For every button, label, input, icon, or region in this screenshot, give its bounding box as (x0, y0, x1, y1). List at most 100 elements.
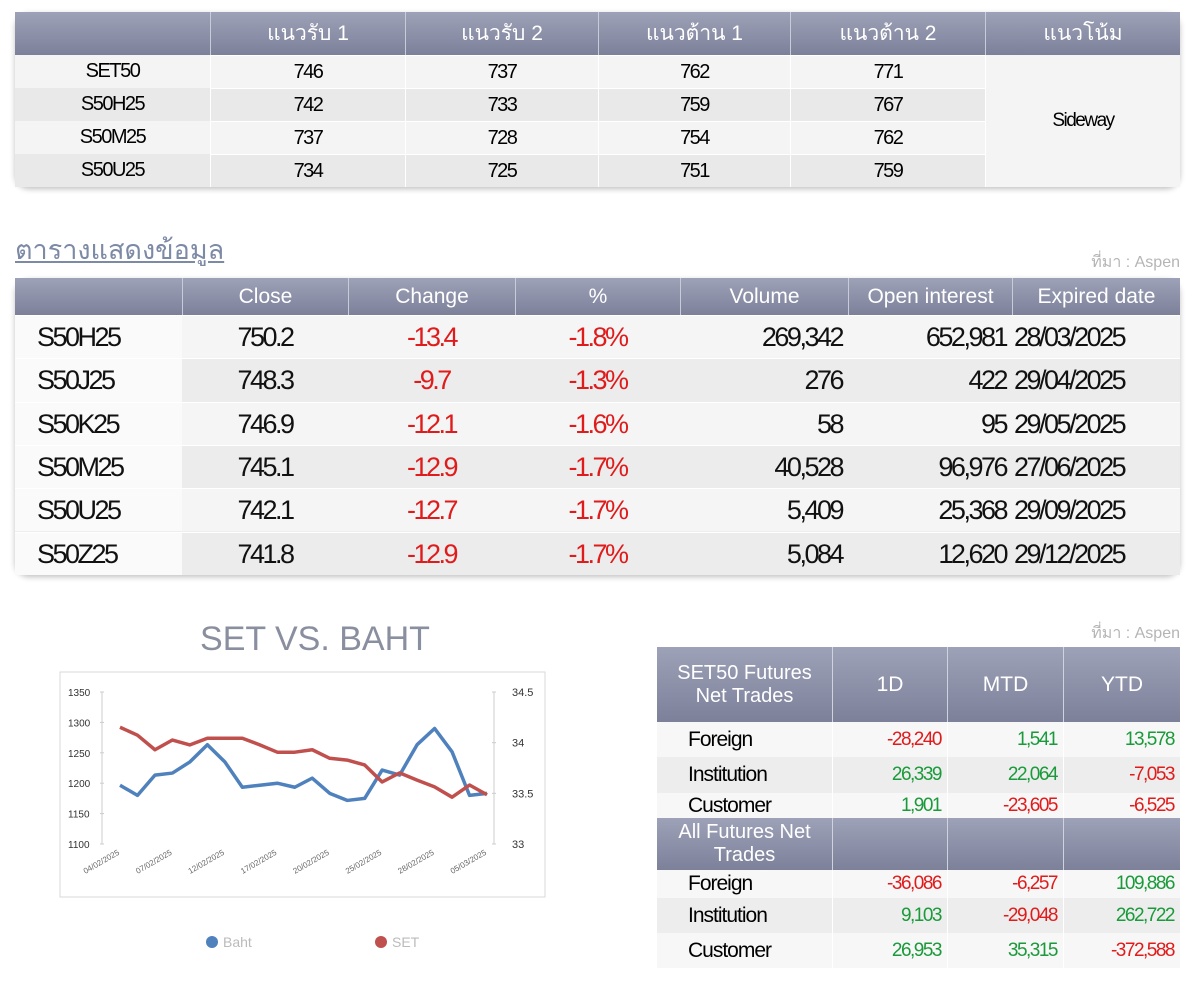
value-cell: 728 (405, 121, 598, 154)
value-cell: 58 (680, 401, 848, 445)
value-cell: 771 (790, 55, 985, 88)
value-cell: -9.7 (348, 358, 515, 402)
value-cell: -7,053 (1063, 757, 1180, 793)
header-cell: แนวรับ 2 (405, 12, 598, 55)
section-title: ตารางแสดงข้อมูล (15, 235, 225, 265)
value-cell: -12.7 (348, 488, 515, 532)
trend-cell: Sideway (985, 55, 1180, 187)
value-cell: 652,981 (848, 315, 1012, 359)
x-tick-label: 25/02/2025 (344, 848, 384, 876)
header-blank (15, 12, 210, 55)
value-cell: 767 (790, 88, 985, 121)
value-cell: 9,103 (832, 898, 947, 933)
value-cell: -12.1 (348, 401, 515, 445)
legend-marker (206, 936, 218, 948)
header-cell: แนวรับ 1 (210, 12, 405, 55)
value-cell: 741.8 (182, 531, 348, 575)
source: ที่มา : Aspen (1091, 625, 1180, 642)
value-cell: 5,084 (680, 531, 848, 575)
value-cell: 13,578 (1063, 722, 1180, 757)
value-cell: 12,620 (848, 531, 1012, 575)
value-cell: 29/09/2025 (1012, 488, 1180, 532)
header-cell: YTD (1063, 647, 1180, 722)
row-label: S50H25 (15, 88, 210, 121)
value-cell: 27/06/2025 (1012, 444, 1180, 489)
header-cell (947, 818, 1063, 870)
value-cell: 96,976 (848, 444, 1012, 489)
value-cell: 745.1 (182, 444, 348, 489)
value-cell: -1.7% (515, 488, 680, 532)
value-cell: 29/05/2025 (1012, 401, 1180, 445)
y-tick-label: 1300 (68, 718, 91, 729)
header-cell: Open interest (848, 278, 1012, 315)
value-cell: -1.3% (515, 358, 680, 402)
y-tick-label: 1200 (68, 779, 91, 790)
value-cell: -12.9 (348, 531, 515, 575)
x-tick-label: 20/02/2025 (292, 848, 332, 876)
value-cell: 734 (210, 154, 405, 187)
value-cell: 40,528 (680, 444, 848, 489)
header-cell: MTD (947, 647, 1063, 722)
chart: SET VS. BAHT 1100 1150 1200 1250 1300 1350 33 3… (59, 620, 546, 950)
y-tick-label: 1100 (68, 840, 90, 851)
header-cell (1063, 818, 1180, 870)
value-cell: -13.4 (348, 315, 515, 359)
value-cell: 762 (598, 55, 790, 88)
value-cell: 26,339 (832, 757, 947, 793)
x-tick-label: 12/02/2025 (187, 848, 227, 876)
value-cell: 742 (210, 88, 405, 121)
row-label: SET50 (15, 55, 210, 88)
value-cell: 754 (598, 121, 790, 154)
value-cell: -1.6% (515, 401, 680, 445)
value-cell: 759 (598, 88, 790, 121)
row-label: S50J25 (15, 358, 182, 402)
value-cell: -1.7% (515, 531, 680, 575)
value-cell: 26,953 (832, 933, 947, 968)
value-cell: 29/04/2025 (1012, 358, 1180, 402)
value-cell: 22,064 (947, 757, 1063, 793)
header-cell (832, 818, 947, 870)
header-cell: Change (348, 278, 515, 315)
row-label: S50U25 (15, 488, 182, 532)
value-cell: -372,588 (1063, 933, 1180, 968)
y2-tick-label: 33.5 (512, 788, 533, 800)
x-tick-label: 05/03/2025 (449, 848, 489, 876)
value-cell: -23,605 (947, 793, 1063, 818)
value-cell: 276 (680, 358, 848, 402)
section-header: All Futures Net Trades (657, 818, 832, 870)
row-label: Institution (657, 898, 832, 933)
header-cell: แนวต้าน 1 (598, 12, 790, 55)
value-cell: 1,541 (947, 722, 1063, 757)
row-label: Foreign (657, 722, 832, 757)
y2-tick-label: 34.5 (512, 687, 533, 699)
header-cell: % (515, 278, 680, 315)
row-label: S50U25 (15, 154, 210, 187)
header-blank (15, 278, 182, 315)
value-cell: 751 (598, 154, 790, 187)
value-cell: 262,722 (1063, 898, 1180, 933)
legend-label: Baht (223, 934, 252, 950)
y-tick-label: 1350 (68, 688, 91, 699)
row-label: S50Z25 (15, 531, 182, 575)
header-cell: แนวโน้ม (985, 12, 1180, 55)
value-cell: 742.1 (182, 488, 348, 532)
value-cell: -12.9 (348, 444, 515, 489)
value-cell: -28,240 (832, 722, 947, 757)
value-cell: 422 (848, 358, 1012, 402)
row-label: Foreign (657, 870, 832, 898)
source: ที่มา : Aspen (1091, 254, 1180, 271)
value-cell: 746.9 (182, 401, 348, 445)
value-cell: 725 (405, 154, 598, 187)
value-cell: 5,409 (680, 488, 848, 532)
row-label: S50M25 (15, 121, 210, 154)
header-cell: 1D (832, 647, 947, 722)
value-cell: 737 (405, 55, 598, 88)
legend-marker (375, 936, 387, 948)
value-cell: 269,342 (680, 315, 848, 359)
x-tick-label: 28/02/2025 (396, 848, 436, 876)
row-label: Institution (657, 757, 832, 793)
value-cell: 746 (210, 55, 405, 88)
value-cell: -36,086 (832, 870, 947, 898)
y2-tick-label: 33 (512, 839, 524, 851)
header-cell: Expired date (1012, 278, 1180, 315)
